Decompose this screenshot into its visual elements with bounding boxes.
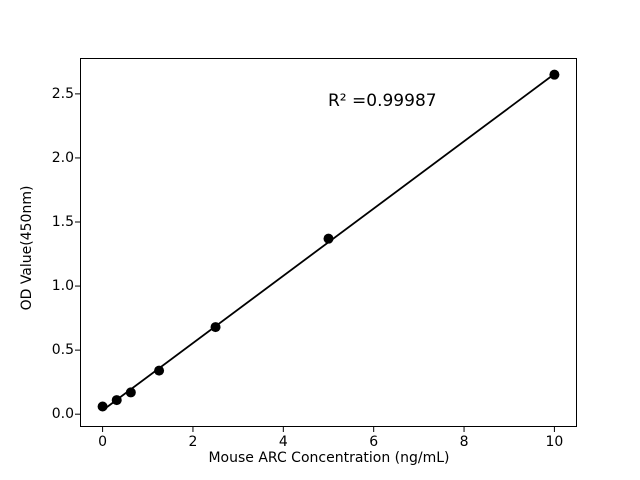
y-tick-label: 0.0 bbox=[51, 406, 74, 423]
y-tick-label: 2.0 bbox=[51, 149, 74, 166]
y-tick-label: 1.0 bbox=[51, 278, 74, 295]
y-tick-label: 0.5 bbox=[51, 342, 74, 359]
x-tick-label: 0 bbox=[98, 434, 108, 450]
y-tick-label: 2.5 bbox=[51, 85, 74, 102]
x-tick-label: 8 bbox=[459, 434, 469, 450]
x-tick-label: 10 bbox=[545, 434, 564, 450]
x-tick-label: 6 bbox=[369, 434, 379, 450]
x-tick-label: 2 bbox=[188, 434, 198, 450]
y-tick-label: 1.5 bbox=[51, 214, 74, 230]
y-axis-label: OD Value(450nm) bbox=[19, 185, 35, 311]
r-squared-annotation: R² =0.99987 bbox=[328, 91, 437, 111]
x-tick-label: 4 bbox=[278, 434, 288, 450]
x-axis-label: Mouse ARC Concentration (ng/mL) bbox=[208, 450, 450, 466]
